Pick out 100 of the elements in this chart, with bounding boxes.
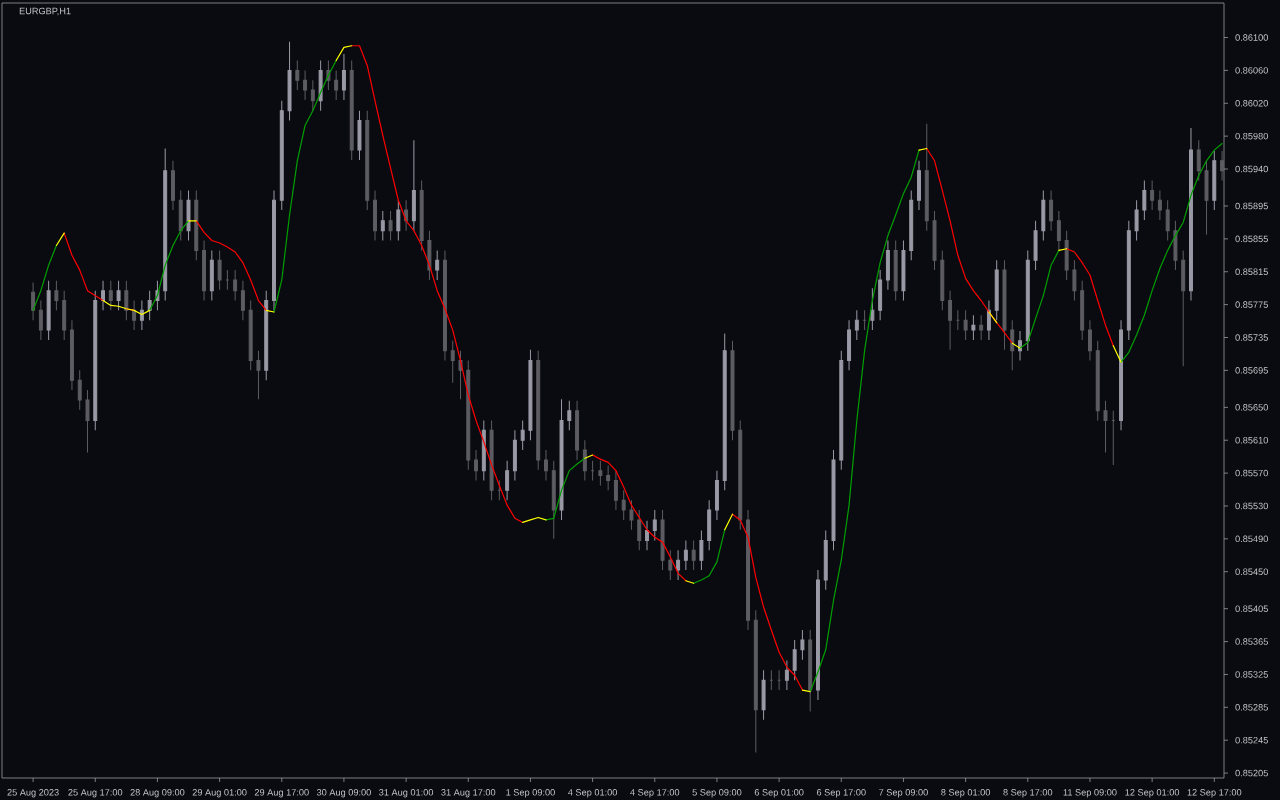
candlestick [1018, 330, 1022, 362]
candlestick [1173, 220, 1178, 271]
candlestick [178, 189, 183, 242]
candlestick [450, 340, 455, 384]
candlestick [551, 460, 556, 540]
x-tick-label: 25 Aug 17:00 [68, 789, 123, 798]
candlestick [769, 669, 774, 691]
candlestick [171, 160, 175, 211]
candlestick [139, 300, 144, 331]
x-tick-label: 11 Sep 09:00 [1063, 789, 1117, 798]
y-tick-label: 0.85815 [1235, 268, 1268, 276]
candlestick [357, 110, 362, 161]
candlestick [474, 449, 479, 481]
candlestick [77, 369, 82, 411]
x-tick-label: 29 Aug 01:00 [192, 789, 247, 798]
candlestick [225, 269, 230, 291]
candlestick [668, 549, 673, 581]
candlestick [108, 280, 113, 311]
candlestick [652, 509, 657, 541]
candlestick [186, 189, 191, 242]
y-tick-label: 0.85695 [1235, 367, 1268, 374]
candlestick [1189, 127, 1193, 302]
candlestick [528, 349, 533, 441]
candlestick [582, 439, 587, 481]
candlestick [427, 230, 432, 281]
candlestick [823, 530, 828, 591]
y-tick-label: 0.85365 [1235, 638, 1268, 645]
candlestick [404, 199, 409, 232]
candlestick [839, 350, 844, 471]
candlestick [800, 629, 805, 661]
candlestick [629, 499, 634, 531]
x-tick-label: 8 Sep 01:00 [941, 789, 991, 798]
candlestick [979, 314, 984, 341]
candlestick [1033, 220, 1038, 271]
candlestick [505, 460, 510, 501]
candlestick [1087, 319, 1092, 362]
candlestick [54, 280, 59, 311]
candlestick [1157, 189, 1162, 221]
candlestick [85, 389, 90, 454]
candlestick [777, 669, 782, 691]
candlestick [435, 249, 440, 281]
candlestick [1095, 340, 1100, 421]
candlestick [994, 259, 999, 321]
candlestick [1150, 180, 1155, 211]
candlestick [31, 281, 36, 321]
candlestick [124, 280, 129, 321]
y-tick-label: 0.86020 [1235, 100, 1268, 107]
y-tick-label: 0.85895 [1235, 202, 1268, 210]
candlestick [163, 147, 168, 302]
candlestick [380, 210, 385, 242]
candlestick [932, 210, 937, 271]
y-tick-label: 0.85205 [1235, 769, 1268, 777]
candlestick [194, 189, 199, 261]
candlestick [917, 160, 921, 211]
y-tick-label: 0.86060 [1235, 67, 1268, 74]
y-tick-label: 0.85980 [1235, 132, 1268, 140]
candlestick [373, 189, 377, 242]
y-tick-label: 0.85775 [1235, 301, 1268, 308]
candlestick [606, 465, 611, 491]
candlestick [1056, 210, 1061, 251]
candlestick [93, 290, 98, 431]
candlestick [388, 210, 393, 242]
candlestick [1181, 249, 1186, 367]
x-tick-label: 4 Sep 17:00 [630, 789, 680, 798]
candlestick [722, 332, 727, 491]
candlestick [683, 539, 688, 571]
x-tick-label: 6 Sep 17:00 [816, 789, 866, 798]
candlestick [637, 509, 642, 551]
candlestick [101, 280, 105, 311]
candlestick [46, 280, 51, 341]
candlestick [1204, 160, 1209, 236]
candlestick [1196, 139, 1201, 182]
x-tick-label: 12 Sep 17:00 [1187, 789, 1242, 798]
candlestick [714, 470, 719, 521]
candlestick [1002, 259, 1007, 351]
candlestick [660, 509, 665, 571]
candlestick [901, 240, 906, 302]
candlestick [730, 340, 735, 441]
candlestick [279, 100, 284, 211]
y-tick-label: 0.85450 [1235, 568, 1268, 575]
candlestick [1049, 189, 1054, 232]
candlestick [808, 629, 813, 712]
candlestick [699, 530, 704, 571]
candlestick [303, 69, 308, 101]
candlestick [248, 300, 253, 371]
candlestick [792, 639, 797, 681]
candlestick [963, 309, 968, 341]
candlestick [1126, 220, 1131, 341]
candlestick [1072, 259, 1077, 302]
x-tick-label: 31 Aug 01:00 [379, 789, 434, 798]
x-tick-label: 6 Sep 01:00 [754, 789, 804, 798]
candlestick [349, 60, 354, 161]
candlestick [707, 499, 712, 551]
candlestick [310, 79, 315, 112]
candlestick [784, 659, 789, 691]
candlestick [147, 290, 152, 321]
y-tick-label: 0.85940 [1235, 165, 1268, 173]
candlestick [738, 420, 743, 531]
candlestick [847, 319, 852, 371]
y-tick-label: 0.85285 [1235, 704, 1268, 711]
